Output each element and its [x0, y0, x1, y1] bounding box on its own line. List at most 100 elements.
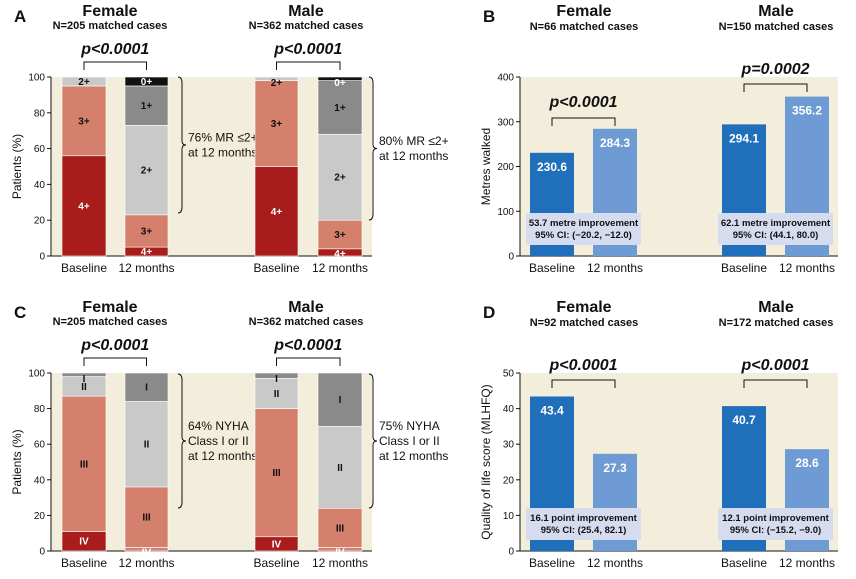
x-tick-label: 12 months	[118, 556, 174, 570]
y-tick-label: 100	[28, 369, 45, 380]
stacked-segment	[254, 76, 299, 81]
segment-label: 0+	[334, 78, 346, 89]
y-axis-label: Metres walked	[479, 128, 493, 205]
x-tick-label: Baseline	[61, 261, 107, 275]
x-tick-label: Baseline	[721, 261, 767, 275]
summary-note: Class I or II	[379, 434, 440, 448]
stacked-segment	[317, 372, 363, 427]
y-axis-label: Quality of life score (MLHFQ)	[479, 384, 493, 539]
bar-value-label: 40.7	[732, 413, 756, 427]
stacked-segment	[254, 372, 299, 379]
segment-label: IV	[335, 547, 345, 558]
group-title: Female	[556, 299, 611, 316]
improvement-box	[526, 508, 641, 540]
group-title: Female	[82, 299, 137, 316]
segment-label: 2+	[334, 173, 346, 184]
x-tick-label: Baseline	[721, 556, 767, 570]
stacked-segment	[124, 486, 169, 548]
group-subtitle: N=92 matched cases	[530, 317, 639, 329]
x-tick-label: Baseline	[253, 261, 299, 275]
segment-label: I	[339, 395, 342, 406]
improvement-box	[718, 213, 833, 245]
group-title: Male	[288, 3, 324, 20]
y-tick-label: 60	[34, 440, 46, 451]
bar-value-label: 230.6	[537, 160, 567, 174]
panel-label-c: C	[14, 303, 26, 322]
y-tick-label: 20	[503, 475, 515, 486]
group-subtitle: N=205 matched cases	[53, 316, 168, 328]
stacked-segment	[124, 401, 169, 488]
pvalue-label: p<0.0001	[548, 94, 617, 111]
x-tick-label: 12 months	[312, 261, 368, 275]
pvalue-label: p<0.0001	[740, 357, 809, 374]
stacked-segment	[317, 133, 363, 221]
x-tick-label: 12 months	[312, 556, 368, 570]
stacked-segment	[254, 378, 299, 409]
stacked-segment	[124, 214, 169, 248]
x-tick-label: 12 months	[587, 261, 643, 275]
summary-note: Class I or II	[188, 434, 249, 448]
y-axis-label: Patients (%)	[10, 134, 24, 199]
note-brace	[177, 373, 187, 509]
y-tick-label: 30	[503, 440, 515, 451]
bar-value-label: 43.4	[540, 403, 564, 417]
panel-label-d: D	[483, 303, 495, 322]
stacked-segment	[61, 155, 107, 257]
group-subtitle: N=66 matched cases	[530, 21, 639, 33]
y-tick-label: 80	[34, 404, 46, 415]
panel-label-a: A	[14, 7, 26, 26]
y-tick-label: 20	[34, 216, 46, 227]
pvalue-bracket	[743, 379, 808, 388]
note-brace	[368, 76, 378, 221]
y-tick-label: 40	[503, 404, 515, 415]
segment-label: II	[274, 389, 280, 400]
stacked-segment	[124, 85, 169, 126]
y-tick-label: 0	[508, 547, 514, 558]
group-subtitle: N=205 matched cases	[53, 20, 168, 32]
pvalue-bracket	[743, 83, 808, 92]
bar-value-label: 356.2	[792, 104, 822, 118]
pvalue-bracket	[83, 357, 147, 366]
stacked-segment	[61, 76, 107, 87]
stacked-segment	[61, 85, 107, 157]
segment-label: I	[145, 383, 148, 394]
segment-label: 4+	[271, 207, 283, 218]
group-title: Male	[758, 299, 794, 316]
x-tick-label: 12 months	[118, 261, 174, 275]
pvalue-label: p=0.0002	[740, 61, 809, 78]
y-tick-label: 10	[503, 511, 515, 522]
pvalue-bracket	[276, 357, 341, 366]
segment-label: 3+	[271, 119, 283, 130]
y-tick-label: 200	[497, 162, 514, 173]
improvement-box	[526, 213, 641, 245]
bar-value-label: 294.1	[729, 131, 759, 145]
panel-label-b: B	[483, 7, 495, 26]
note-brace	[177, 76, 187, 214]
summary-note: at 12 months	[188, 449, 257, 463]
segment-label: 4+	[141, 247, 153, 258]
pvalue-bracket	[551, 379, 616, 388]
pvalue-label: p<0.0001	[273, 41, 342, 58]
bar-value-label: 28.6	[795, 456, 819, 470]
y-tick-label: 20	[34, 511, 46, 522]
y-tick-label: 0	[508, 252, 514, 263]
y-tick-label: 40	[34, 180, 46, 191]
segment-label: 3+	[78, 116, 90, 127]
improvement-text: 53.7 metre improvement	[529, 218, 639, 229]
segment-label: 4+	[334, 249, 346, 260]
group-title: Male	[288, 299, 324, 316]
y-tick-label: 400	[497, 73, 514, 84]
improvement-text: 62.1 metre improvement	[721, 218, 831, 229]
stacked-segment	[61, 372, 107, 377]
x-tick-label: Baseline	[529, 556, 575, 570]
summary-note: at 12 months	[379, 449, 448, 463]
stacked-segment	[317, 76, 363, 81]
stacked-segment	[317, 219, 363, 250]
stacked-segment	[124, 76, 169, 87]
pvalue-label: p<0.0001	[80, 41, 149, 58]
x-tick-label: 12 months	[587, 556, 643, 570]
segment-label: 0+	[141, 77, 153, 88]
x-tick-label: Baseline	[253, 556, 299, 570]
segment-label: 1+	[141, 101, 153, 112]
